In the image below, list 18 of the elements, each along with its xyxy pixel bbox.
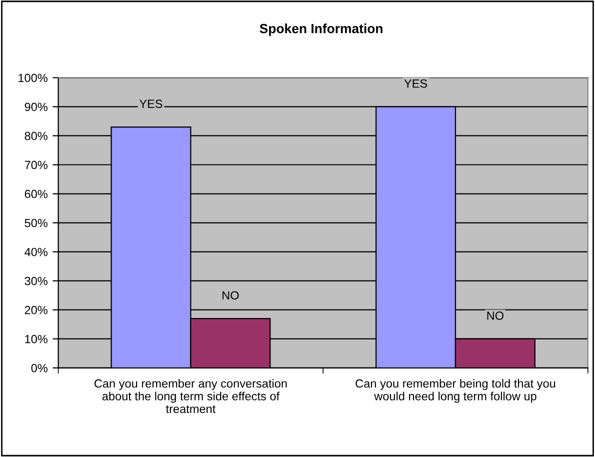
x-tick-label: Can you remember any conversation about the long term side effects of treatment bbox=[94, 378, 287, 414]
x-tick-label: Can you remember being told that you would need long term follow up bbox=[356, 378, 556, 403]
y-tick-label: 20% bbox=[24, 306, 48, 314]
y-tick-label: 70% bbox=[24, 160, 48, 170]
text: YES bbox=[404, 79, 428, 88]
series-label: YES bbox=[139, 100, 162, 108]
y-tick-label: 80% bbox=[24, 132, 48, 140]
text: NO bbox=[487, 312, 504, 320]
y-tick-label: 0% bbox=[31, 364, 48, 372]
y-tick-label: 90% bbox=[24, 102, 48, 112]
y-tick-label: 60% bbox=[24, 190, 48, 198]
chart-title: Spoken Information bbox=[260, 24, 382, 36]
y-tick-label: 40% bbox=[24, 248, 48, 256]
y-tick-label: 30% bbox=[24, 276, 48, 286]
y-tick-label: 100% bbox=[18, 74, 48, 82]
y-tick-label: 10% bbox=[25, 334, 48, 344]
series-label: NO bbox=[222, 291, 239, 300]
y-tick-label: 50% bbox=[24, 218, 48, 228]
